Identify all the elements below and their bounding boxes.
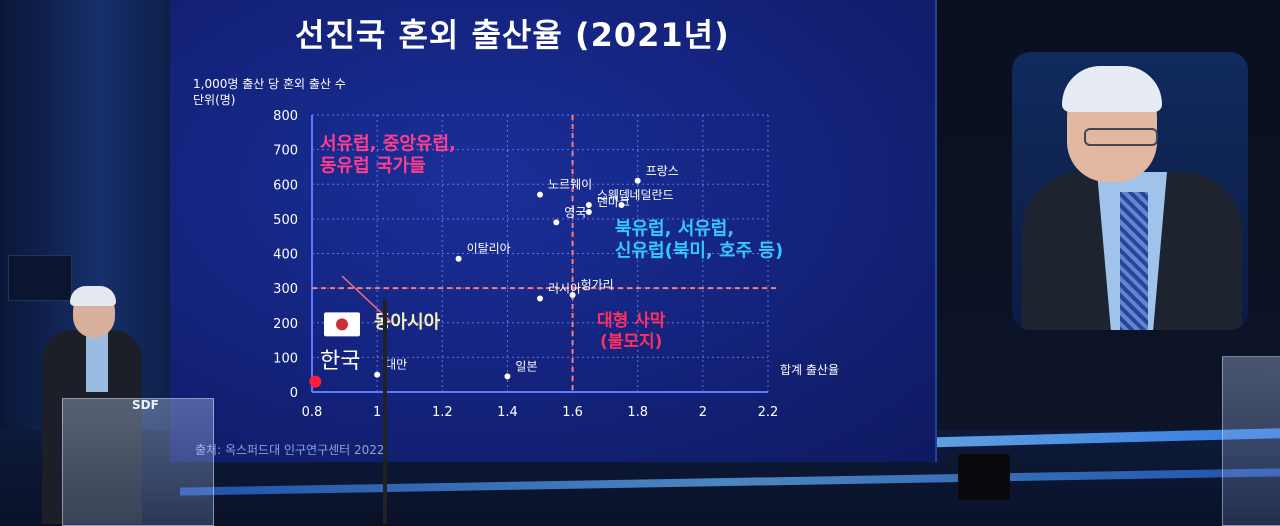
annotation-east-asia: 동아시아 — [374, 312, 441, 333]
data-point-label: 스웨덴 — [597, 188, 630, 202]
data-point-label: 일본 — [515, 359, 537, 373]
x-tick-label: 1.4 — [497, 405, 518, 420]
data-point-label: 덴마크 — [597, 195, 630, 209]
slide-title: 선진국 혼외 출산율 (2021년) — [295, 16, 730, 54]
floor-speaker-box — [958, 454, 1010, 500]
y-tick-label: 700 — [273, 144, 298, 159]
x-tick-label: 1.2 — [432, 405, 453, 420]
podium-logo: SDF — [132, 398, 159, 412]
y-tick-label: 500 — [273, 213, 298, 228]
presentation-screen: 선진국 혼외 출산율 (2021년) 1,000명 출산 당 혼외 출산 수 단… — [170, 0, 937, 462]
annotation-large-desert-line2: (불모지) — [600, 332, 662, 352]
data-point-korea — [309, 375, 322, 388]
data-point — [569, 292, 576, 299]
data-point-label: 러시아 — [548, 282, 581, 296]
annotation-large-desert: 대형 사막 — [597, 310, 666, 331]
data-point-label: 이탈리아 — [467, 242, 511, 256]
annotation-west-central-east-europe-line2: 동유럽 국가들 — [320, 156, 426, 177]
y-tick-label: 200 — [273, 317, 298, 332]
korea-label: 한국 — [320, 349, 360, 374]
x-tick-label: 0.8 — [302, 405, 323, 420]
data-point-label: 영국 — [564, 205, 586, 219]
speaker-hair — [70, 286, 116, 306]
right-podium — [1222, 356, 1280, 526]
x-axis-label: 합계 출산율 — [780, 363, 839, 377]
y-tick-label: 0 — [290, 386, 298, 401]
y-tick-label: 400 — [273, 248, 298, 263]
data-point-label: 네덜란드 — [629, 188, 673, 202]
x-tick-label: 1.6 — [562, 405, 583, 420]
y-tick-label: 300 — [273, 282, 298, 297]
speaker-shirt — [86, 332, 108, 392]
data-point — [455, 255, 462, 262]
data-point — [618, 202, 625, 209]
data-point-label: 헝가리 — [581, 278, 614, 292]
x-tick-label: 1.8 — [627, 405, 648, 420]
y-tick-label: 800 — [273, 109, 298, 124]
annotation-west-central-east-europe: 서유럽, 중앙유럽, — [320, 134, 456, 155]
korea-flag-circle — [336, 318, 348, 331]
video-person-glasses — [1084, 128, 1158, 146]
video-person-tie — [1120, 192, 1148, 330]
y-axis-label-line1: 1,000명 출산 당 혼외 출산 수 — [193, 77, 346, 91]
podium — [62, 398, 214, 526]
annotation-north-west-new-europe-line2: 신유럽(북미, 호주 등) — [615, 240, 783, 261]
y-tick-label: 100 — [273, 351, 298, 366]
data-point — [537, 191, 543, 198]
x-tick-label: 2 — [699, 405, 707, 420]
scatter-chart: 0.8 1 1.2 1.4 1.6 1.8 2 2.2 0 100 200 300 400 500 600 7… — [273, 109, 839, 420]
y-axis-label: 1,000명 출산 당 혼외 출산 수 단위(명) — [193, 76, 346, 108]
data-point-label: 대만 — [385, 358, 407, 372]
speaker-video-screen — [1012, 52, 1248, 330]
microphone-stand — [383, 300, 387, 524]
data-point-label: 노르웨이 — [548, 178, 592, 192]
data-point — [585, 202, 592, 209]
data-point — [374, 371, 381, 378]
y-axis-label-line2: 단위(명) — [193, 93, 236, 107]
data-point — [585, 208, 592, 215]
stage-monitor — [8, 255, 72, 301]
video-person-hair — [1062, 66, 1162, 112]
data-point — [504, 373, 511, 380]
data-point — [537, 295, 543, 302]
data-point — [553, 219, 560, 226]
x-tick-label: 1 — [373, 405, 381, 420]
annotation-north-west-new-europe: 북유럽, 서유럽, — [615, 218, 734, 239]
x-tick-label: 2.2 — [758, 405, 779, 420]
source-caption: 출처: 옥스퍼드대 인구연구센터 2022 — [195, 443, 385, 457]
data-point-label: 프랑스 — [646, 164, 679, 178]
data-point — [634, 177, 641, 184]
y-tick-label: 600 — [273, 178, 298, 193]
